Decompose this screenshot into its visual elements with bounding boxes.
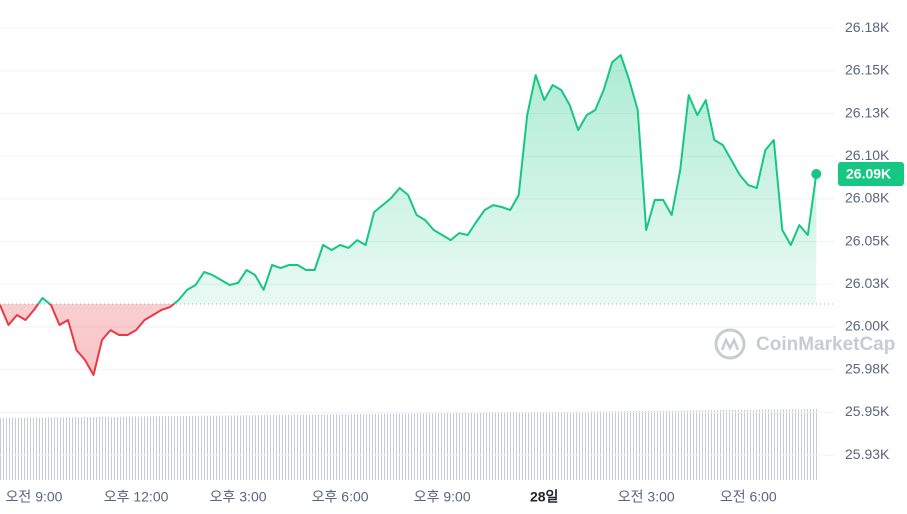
y-tick-label: 26.08K [845, 190, 890, 206]
watermark: CoinMarketCap [714, 328, 895, 360]
y-tick-label: 26.03K [845, 275, 890, 291]
x-tick-label: 오후 3:00 [210, 489, 267, 505]
y-tick-label: 25.98K [845, 360, 890, 376]
price-badge-label: 26.09K [846, 166, 891, 182]
y-tick-label: 25.93K [845, 446, 890, 462]
x-tick-label: 오후 9:00 [414, 489, 471, 505]
y-tick-label: 25.95K [845, 403, 890, 419]
last-point [811, 169, 822, 180]
price-line-up [37, 54, 818, 304]
y-tick-label: 26.05K [845, 232, 890, 248]
price-badge [838, 162, 904, 187]
y-tick-label: 26.15K [845, 62, 890, 78]
watermark-text: CoinMarketCap [756, 334, 895, 355]
area-up [38, 55, 817, 304]
area-down [0, 303, 817, 375]
y-tick-label: 26.18K [845, 19, 890, 35]
y-tick-label: 26.10K [845, 147, 890, 163]
x-tick-label: 오전 3:00 [618, 489, 675, 505]
y-tick-label: 26.13K [845, 104, 890, 120]
x-tick-label: 오전 9:00 [6, 489, 63, 505]
x-tick-label: 오전 6:00 [720, 489, 777, 505]
x-tick-label: 28일 [530, 489, 558, 505]
price-line-down [0, 303, 176, 376]
x-tick-label: 오후 6:00 [312, 489, 369, 505]
y-tick-label: 26.00K [845, 318, 890, 334]
x-tick-label: 오후 12:00 [104, 489, 169, 505]
volume-bars [0, 409, 818, 480]
